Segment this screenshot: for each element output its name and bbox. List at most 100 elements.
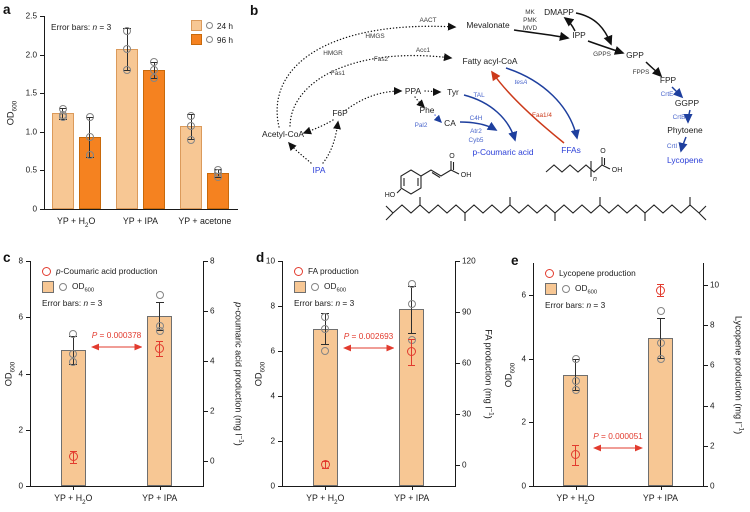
y-tick-label: 1.5	[25, 88, 37, 98]
right-axis-label: Lycopene production (mg l−1)	[733, 315, 745, 434]
structure-o-label: O	[600, 148, 606, 155]
right-tick	[204, 360, 208, 362]
y-tick-label: 2.0	[25, 50, 37, 60]
y-axis-label: OD600	[503, 362, 517, 387]
y-tick-label: 2	[18, 425, 23, 435]
x-axis	[282, 486, 456, 487]
structure-o-label: O	[449, 153, 455, 160]
legend-od: OD600	[294, 281, 346, 294]
x-label: YP + H2O	[306, 493, 345, 506]
error-cap	[155, 301, 164, 303]
y-tick	[278, 351, 282, 352]
y-tick-label: 2.5	[25, 11, 37, 21]
data-point	[321, 324, 330, 333]
enzyme-acc1: Acc1	[416, 47, 431, 54]
data-point	[407, 299, 416, 308]
right-tick-label: 120	[462, 256, 476, 266]
right-axis	[455, 261, 456, 486]
legend-od-point-icon	[311, 283, 319, 292]
y-tick	[26, 261, 30, 262]
y-axis	[533, 263, 534, 486]
node-tyr: Tyr	[447, 87, 459, 97]
enzyme-crte: CrtE	[661, 91, 674, 98]
y-tick-label: 2	[270, 436, 275, 446]
legend-label: 96 h	[216, 34, 233, 45]
enzyme-aact: AACT	[419, 17, 436, 24]
y-tick-label: 0	[18, 481, 23, 491]
data-point	[85, 150, 94, 159]
legend-od-swatch	[545, 283, 557, 296]
enzyme-crti: CrtI	[667, 143, 678, 150]
legend-od-swatch	[294, 281, 306, 294]
y-tick	[278, 441, 282, 442]
enzyme-atr2: Atr2	[470, 128, 482, 135]
y-tick-label: 0	[521, 481, 526, 491]
error-bar	[575, 359, 576, 390]
y-tick	[40, 170, 44, 172]
y-tick	[278, 261, 282, 262]
y-tick	[278, 396, 282, 397]
right-tick	[704, 325, 708, 327]
y-tick-label: 0	[32, 204, 37, 214]
y-axis	[44, 16, 45, 209]
p-value-arrow	[342, 344, 395, 352]
legend-item: 24 h	[190, 20, 233, 31]
data-point	[214, 172, 223, 181]
error-cap	[321, 344, 330, 346]
y-tick-label: 6	[270, 346, 275, 356]
legend-production-label: FA production	[308, 266, 359, 276]
y-tick	[40, 93, 44, 95]
arrow-acetylcoa-mevalonate	[276, 22, 457, 128]
error-bar	[411, 285, 413, 333]
right-tick	[456, 362, 460, 364]
y-tick	[40, 54, 44, 56]
right-tick	[456, 464, 460, 466]
structure-ho-label: HO	[385, 192, 396, 199]
data-point	[155, 327, 164, 336]
y-tick-label: 0.5	[25, 165, 37, 175]
y-tick	[26, 486, 30, 487]
legend-od-label: OD600	[324, 281, 347, 294]
enzyme-mk: MK	[525, 9, 535, 16]
node-ggpp: GGPP	[675, 98, 700, 108]
y-axis-label: OD600	[5, 100, 19, 125]
enzyme-tesa: tesA	[515, 79, 528, 86]
arrow-mevalonate-ipp	[513, 29, 570, 41]
right-axis-label: p-coumaric acid production (mg l−1)	[233, 301, 245, 446]
y-tick	[26, 429, 30, 431]
y-tick-label: 8	[18, 256, 23, 266]
legend-production-icon	[42, 266, 51, 276]
data-point	[571, 386, 580, 395]
y-tick-label: 4	[18, 369, 23, 378]
y-axis	[30, 261, 31, 486]
production-point	[656, 285, 665, 295]
right-tick-label: 10	[710, 280, 720, 290]
y-tick-label: 0	[270, 481, 275, 491]
data-point	[123, 66, 131, 75]
y-tick-label: 4	[270, 391, 275, 401]
legend-production-icon	[545, 268, 554, 278]
x-label: YP + acetone	[178, 216, 232, 226]
production-error-cap	[657, 283, 664, 285]
data-point	[155, 290, 164, 299]
note: Error bars: n = 3	[294, 298, 355, 308]
legend-od: OD600	[42, 281, 94, 294]
right-axis	[203, 261, 204, 486]
legend-production-label: p-Coumaric acid production	[56, 266, 158, 276]
right-tick	[704, 365, 708, 367]
y-tick	[529, 294, 533, 296]
right-tick-label: 8	[210, 256, 215, 266]
x-axis	[30, 486, 204, 487]
node-fatty-acyl-coa: Fatty acyl-CoA	[463, 56, 518, 66]
production-error-cap	[572, 464, 579, 466]
legend-production: Lycopene production	[545, 268, 636, 278]
x-axis	[44, 209, 238, 210]
legend-production: p-Coumaric acid production	[42, 266, 157, 276]
bar	[51, 113, 74, 209]
legend-od: OD600	[545, 283, 597, 296]
arrow-ffas-fattyacylcoa	[491, 70, 565, 144]
production-point	[320, 460, 330, 470]
node-gpp: GPP	[626, 50, 644, 60]
y-tick-label: 4	[521, 354, 526, 364]
